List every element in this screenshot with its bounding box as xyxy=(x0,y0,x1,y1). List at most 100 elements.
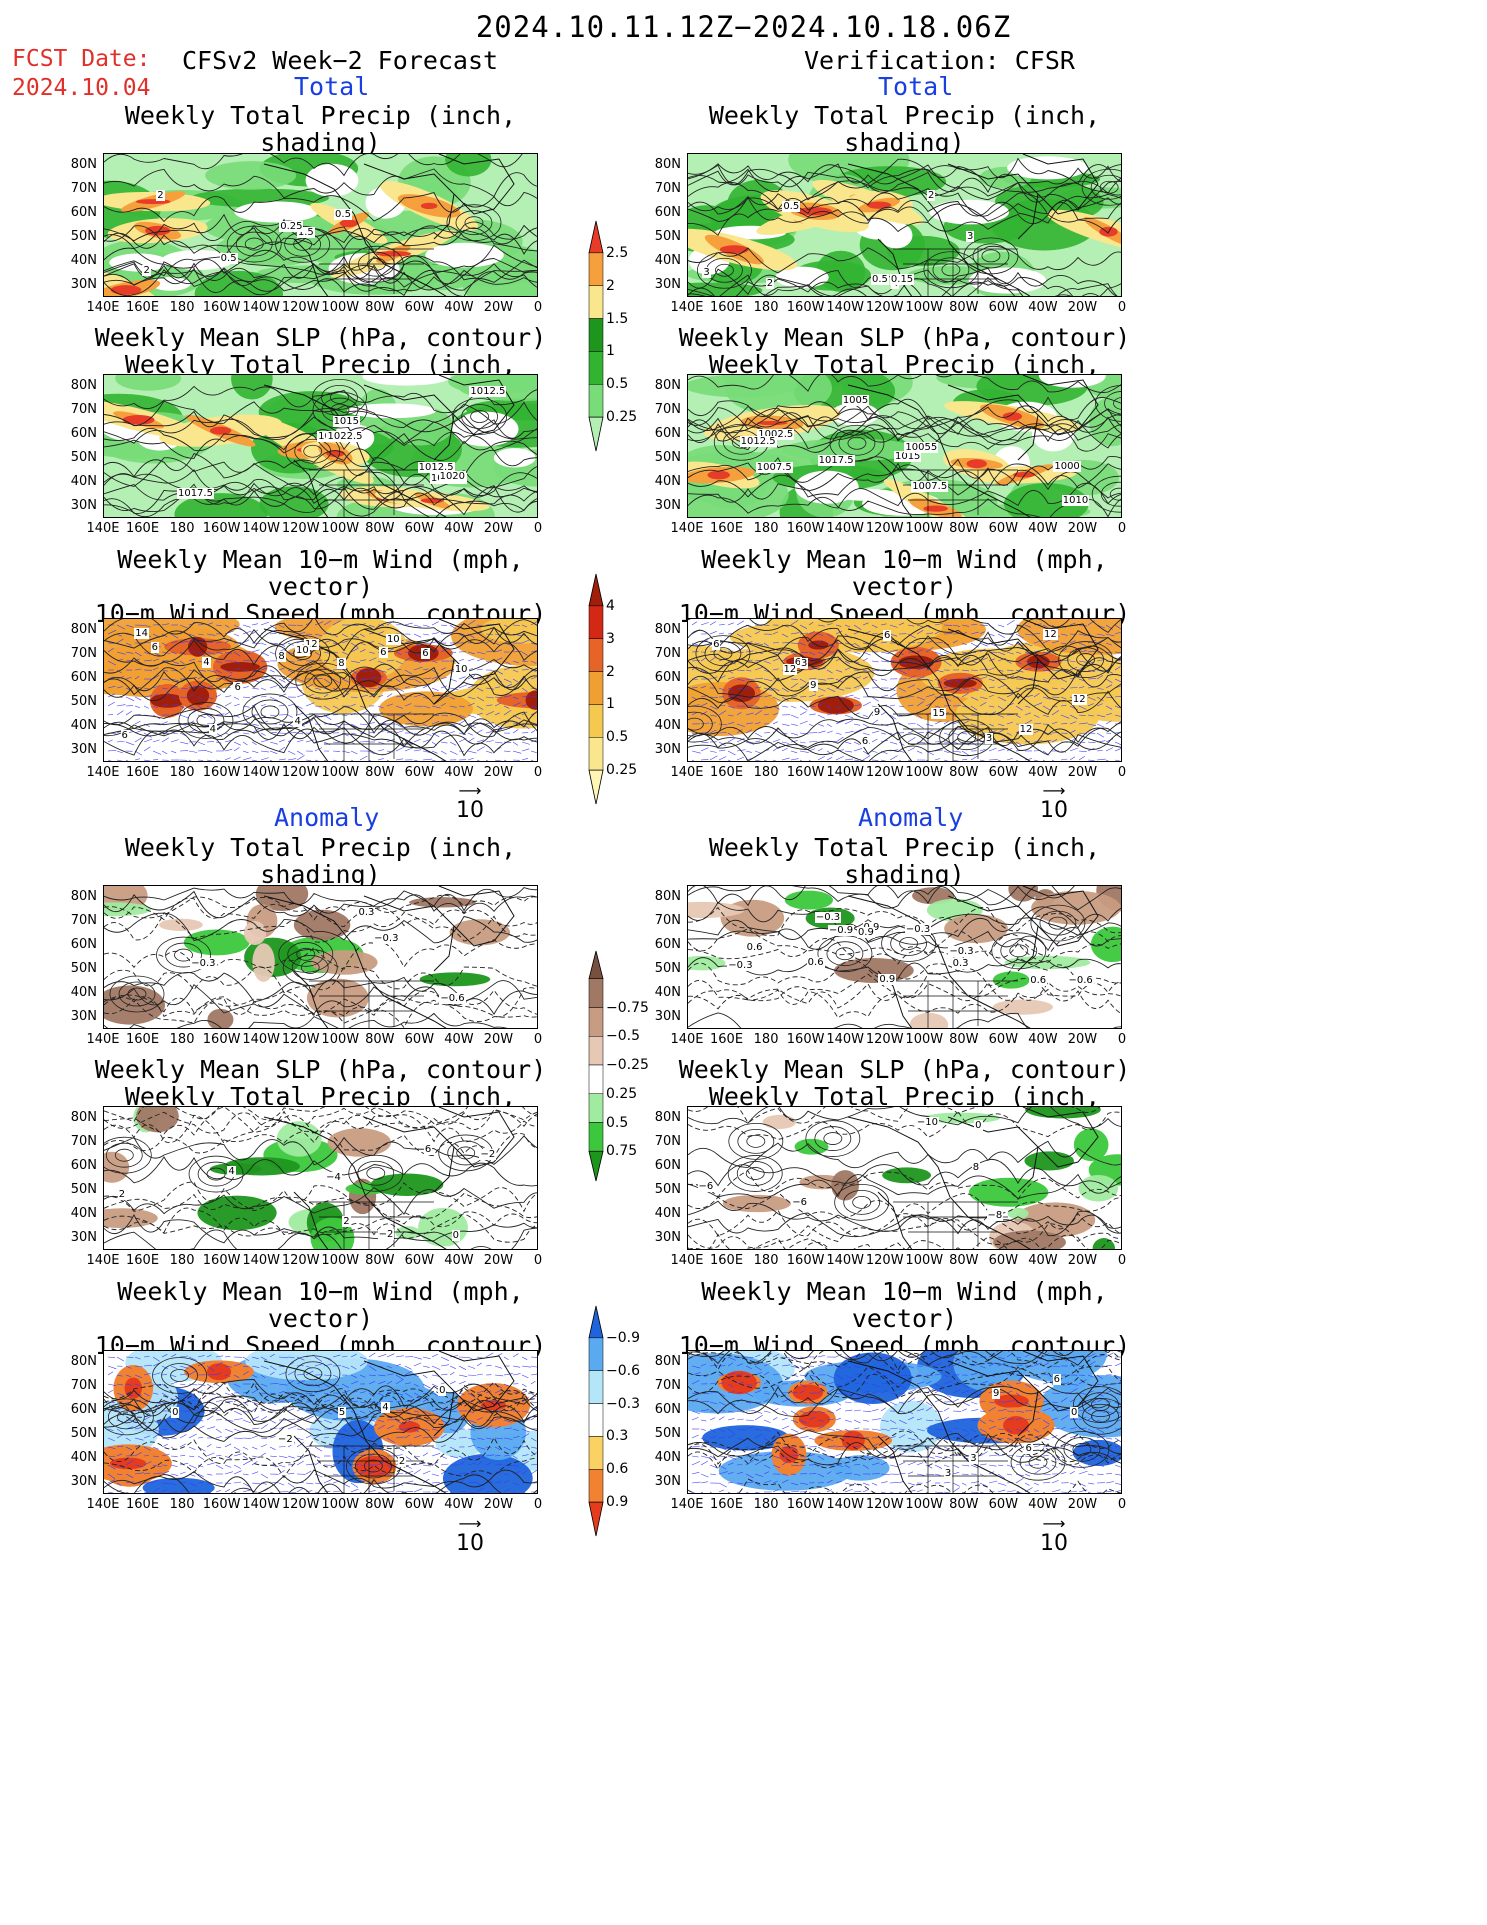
lat-tick-label: 60N xyxy=(654,426,681,441)
colorbar-tick-label: −0.75 xyxy=(606,999,649,1016)
contour-label: 1015 xyxy=(332,415,361,427)
lon-tick-label: 160W xyxy=(786,521,825,536)
lon-tick-label: 80W xyxy=(365,300,395,315)
contour-label: 0.5 xyxy=(782,201,801,213)
contour-label: 1000 xyxy=(1053,461,1081,473)
lon-tick-label: 140E xyxy=(86,765,120,780)
contour-label: 10 xyxy=(453,664,469,676)
lon-tick-label: 0 xyxy=(533,1032,543,1047)
lon-tick-label: 140W xyxy=(242,300,280,315)
colorbar-tick-label: 0.5 xyxy=(606,1114,629,1131)
panel-title-line: Weekly Mean 10−m Wind (mph, vector) xyxy=(117,545,524,601)
lon-tick-label: 180 xyxy=(169,521,195,536)
lon-tick-label: 100W xyxy=(321,1253,360,1268)
lon-tick-label: 20W xyxy=(1067,1253,1098,1268)
lat-tick-label: 40N xyxy=(70,253,97,268)
colorbar-tick-label: 0.75 xyxy=(606,1143,638,1160)
colorbar-tick-label: 1 xyxy=(606,343,615,360)
lat-tick-label: 50N xyxy=(70,961,97,976)
lat-tick-label: 40N xyxy=(70,1206,97,1221)
lon-tick-label: 140E xyxy=(86,1032,120,1047)
lon-tick-label: 100W xyxy=(905,1497,944,1512)
lat-tick-label: 80N xyxy=(70,378,97,393)
colorbar-total_storm xyxy=(588,573,604,805)
lon-tick-label: 160E xyxy=(126,1032,160,1047)
lat-tick-label: 40N xyxy=(654,985,681,1000)
contour-label: 4 xyxy=(381,1401,390,1413)
lon-tick-label: 180 xyxy=(753,1032,779,1047)
lat-tick-label: 30N xyxy=(70,1009,97,1024)
contour-label: 0 xyxy=(451,1230,460,1242)
lat-tick-label: 40N xyxy=(70,718,97,733)
contour-label: 1010 xyxy=(1061,494,1090,506)
contour-label: −2 xyxy=(276,1434,294,1446)
colorbar-tick-label: 0.9 xyxy=(606,1494,629,1511)
colorbar-tick-label: −0.3 xyxy=(606,1395,640,1412)
lon-tick-label: 40W xyxy=(444,1032,474,1047)
panel-title-line: Weekly Total Precip (inch, shading) xyxy=(124,833,517,889)
contour-label: −0.3 xyxy=(814,911,842,923)
contour-label: 6 xyxy=(423,1143,433,1155)
contour-label: 12 xyxy=(303,639,319,651)
panel-title-line: Weekly Mean 10−m Wind (mph, vector) xyxy=(701,545,1108,601)
lon-tick-label: 160W xyxy=(786,765,825,780)
panel-title-v5: Weekly Mean SLP (hPa, contour) Weekly Tot… xyxy=(667,1056,1142,1137)
contour-label: 5 xyxy=(337,1407,347,1419)
lon-tick-label: 140W xyxy=(826,1032,864,1047)
contour-label: 12 xyxy=(1043,628,1058,640)
lon-tick-label: 160W xyxy=(786,300,825,315)
lon-tick-label: 80W xyxy=(949,300,979,315)
lon-tick-label: 80W xyxy=(949,1497,979,1512)
colorbar-tick-label: 0.25 xyxy=(606,762,638,779)
lon-tick-label: 120W xyxy=(865,1497,904,1512)
colorbar-anom_precip xyxy=(588,950,604,1182)
lon-tick-label: 20W xyxy=(1067,765,1098,780)
lon-tick-label: 60W xyxy=(988,300,1019,315)
lat-tick-label: 80N xyxy=(654,1110,681,1125)
contour-label: 3 xyxy=(702,266,711,278)
contour-label: 1005 xyxy=(841,394,870,406)
contour-label: 3 xyxy=(969,1453,978,1465)
colorbar-tick-label: 0.5 xyxy=(606,729,629,746)
panel-title-line: Weekly Total Precip (inch, shading) xyxy=(708,833,1101,889)
contour-label: 6 xyxy=(120,730,129,742)
panel-title-line: Weekly Mean SLP (hPa, contour) xyxy=(678,1055,1131,1084)
contour-label: 3 xyxy=(800,658,809,670)
lon-tick-label: 140W xyxy=(242,1032,280,1047)
section-total-right: Total xyxy=(878,72,954,101)
lon-tick-label: 180 xyxy=(753,1253,779,1268)
contour-label: 9 xyxy=(809,680,818,692)
lat-tick-label: 80N xyxy=(70,1110,97,1125)
colorbar-tick-label: 1.5 xyxy=(606,310,629,327)
map-panel-f5 xyxy=(103,1106,538,1250)
lon-tick-label: 180 xyxy=(169,1497,195,1512)
lon-tick-label: 140E xyxy=(670,765,704,780)
lon-tick-label: 180 xyxy=(169,765,195,780)
lon-tick-label: 160E xyxy=(126,1497,160,1512)
contour-label: 2 xyxy=(927,190,936,202)
vector-reference-value: 10 xyxy=(456,798,484,823)
lon-tick-label: 40W xyxy=(1028,300,1058,315)
map-panel-v4 xyxy=(687,885,1122,1029)
contour-label: 0.6 xyxy=(745,941,764,953)
lon-tick-label: 80W xyxy=(949,521,979,536)
contour-label: 6 xyxy=(233,681,242,693)
lon-tick-label: 40W xyxy=(1028,1032,1058,1047)
panel-title-line: Weekly Mean 10−m Wind (mph, vector) xyxy=(701,1277,1108,1333)
contour-label: 2 xyxy=(765,278,775,290)
contour-label: 2 xyxy=(156,189,165,201)
lon-tick-label: 20W xyxy=(483,1032,514,1047)
lon-tick-label: 160W xyxy=(786,1032,825,1047)
lat-tick-label: 80N xyxy=(654,378,681,393)
contour-label: 0.3 xyxy=(357,907,376,919)
lat-tick-label: 50N xyxy=(654,1182,681,1197)
contour-label: 1012.5 xyxy=(739,436,777,448)
contour-label: 6 xyxy=(1024,1443,1033,1455)
contour-label: 1017.5 xyxy=(817,454,855,466)
lat-tick-label: 50N xyxy=(70,450,97,465)
lat-tick-label: 60N xyxy=(70,205,97,220)
contour-label: 12 xyxy=(1018,724,1034,736)
lon-tick-label: 60W xyxy=(404,1497,435,1512)
lon-tick-label: 20W xyxy=(1067,300,1098,315)
lon-tick-label: 0 xyxy=(1117,1497,1127,1512)
